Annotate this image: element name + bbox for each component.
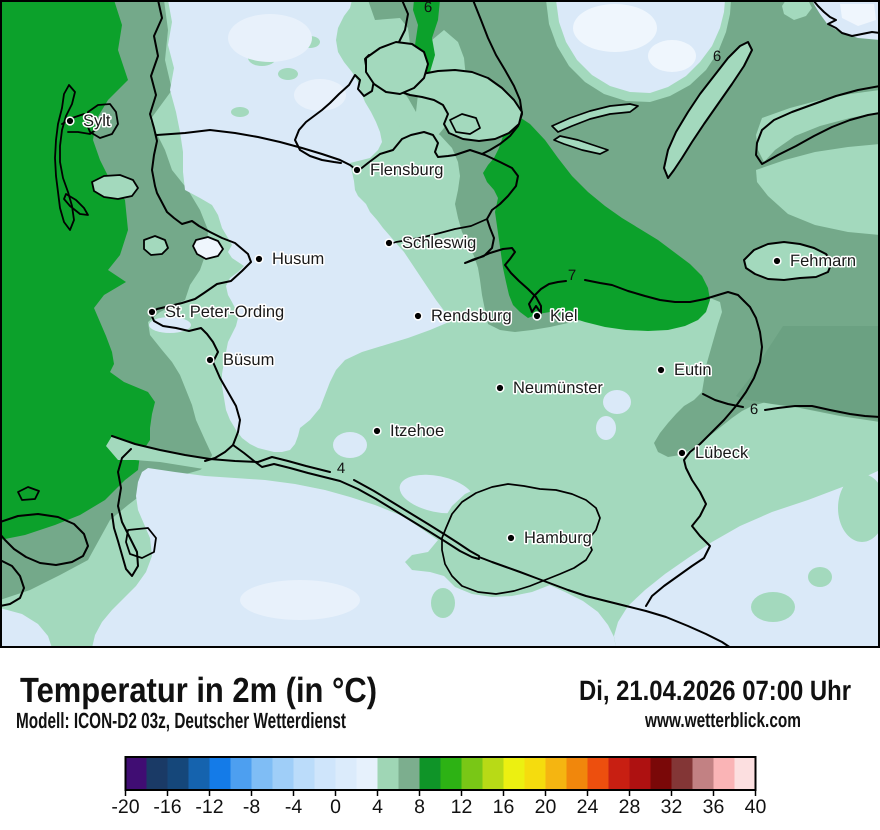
svg-text:Büsum: Büsum bbox=[223, 351, 274, 369]
svg-text:36: 36 bbox=[703, 796, 725, 818]
svg-text:Itzehoe: Itzehoe bbox=[390, 422, 444, 440]
svg-text:4: 4 bbox=[372, 796, 383, 818]
svg-text:32: 32 bbox=[661, 796, 683, 818]
svg-text:7: 7 bbox=[568, 267, 576, 284]
svg-text:-16: -16 bbox=[153, 796, 181, 818]
svg-text:St. Peter-Ording: St. Peter-Ording bbox=[165, 303, 284, 321]
svg-text:24: 24 bbox=[577, 796, 599, 818]
svg-text:Hamburg: Hamburg bbox=[524, 529, 592, 547]
svg-text:-8: -8 bbox=[243, 796, 260, 818]
svg-text:-12: -12 bbox=[195, 796, 223, 818]
svg-text:6: 6 bbox=[424, 0, 432, 16]
svg-text:8: 8 bbox=[414, 796, 425, 818]
svg-text:Temperatur in 2m (in °C): Temperatur in 2m (in °C) bbox=[20, 671, 377, 710]
svg-text:6: 6 bbox=[750, 401, 758, 418]
svg-text:Neumünster: Neumünster bbox=[513, 379, 603, 397]
svg-text:Lübeck: Lübeck bbox=[695, 444, 749, 462]
svg-text:12: 12 bbox=[451, 796, 473, 818]
svg-text:Eutin: Eutin bbox=[674, 361, 712, 379]
svg-text:Modell: ICON-D2 03z, Deutscher: Modell: ICON-D2 03z, Deutscher Wetterdie… bbox=[16, 708, 346, 733]
svg-text:Schleswig: Schleswig bbox=[402, 234, 476, 252]
svg-text:Rendsburg: Rendsburg bbox=[431, 307, 512, 325]
svg-text:Husum: Husum bbox=[272, 250, 324, 268]
svg-text:16: 16 bbox=[493, 796, 515, 818]
svg-text:6: 6 bbox=[713, 48, 721, 65]
svg-text:www.wetterblick.com: www.wetterblick.com bbox=[644, 709, 801, 732]
svg-text:40: 40 bbox=[745, 796, 767, 818]
svg-text:20: 20 bbox=[535, 796, 557, 818]
svg-text:Sylt: Sylt bbox=[83, 112, 111, 130]
svg-text:-20: -20 bbox=[111, 796, 139, 818]
svg-text:28: 28 bbox=[619, 796, 641, 818]
svg-text:0: 0 bbox=[330, 796, 341, 818]
svg-text:4: 4 bbox=[337, 460, 345, 477]
svg-text:Kiel: Kiel bbox=[550, 307, 578, 325]
svg-text:Flensburg: Flensburg bbox=[370, 161, 443, 179]
svg-text:Di, 21.04.2026 07:00 Uhr: Di, 21.04.2026 07:00 Uhr bbox=[579, 675, 851, 706]
svg-text:Fehmarn: Fehmarn bbox=[790, 252, 856, 270]
svg-text:-4: -4 bbox=[285, 796, 302, 818]
